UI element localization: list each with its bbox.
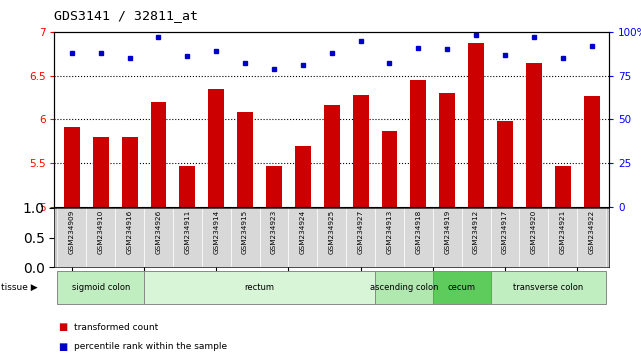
Bar bbox=[237, 113, 253, 207]
Bar bbox=[375, 208, 404, 267]
Text: GSM234913: GSM234913 bbox=[387, 210, 392, 254]
Text: GSM234914: GSM234914 bbox=[213, 210, 219, 254]
Bar bbox=[64, 127, 79, 207]
Bar bbox=[144, 208, 173, 267]
Bar bbox=[555, 166, 570, 207]
Bar bbox=[295, 146, 311, 207]
Bar bbox=[151, 102, 167, 207]
Text: GSM234920: GSM234920 bbox=[531, 210, 537, 254]
Text: GSM234909: GSM234909 bbox=[69, 210, 75, 254]
Text: GSM234915: GSM234915 bbox=[242, 210, 248, 254]
Bar bbox=[490, 271, 606, 304]
Text: transverse colon: transverse colon bbox=[513, 283, 583, 292]
Text: GSM234925: GSM234925 bbox=[329, 210, 335, 254]
Bar bbox=[519, 208, 548, 267]
Bar bbox=[266, 166, 282, 207]
Text: GSM234919: GSM234919 bbox=[444, 210, 450, 254]
Text: sigmoid colon: sigmoid colon bbox=[72, 283, 130, 292]
Bar bbox=[410, 80, 426, 207]
Bar bbox=[381, 131, 397, 207]
Bar bbox=[324, 104, 340, 207]
Bar bbox=[433, 271, 490, 304]
Text: rectum: rectum bbox=[244, 283, 274, 292]
Bar bbox=[58, 271, 144, 304]
Text: ■: ■ bbox=[58, 342, 67, 352]
Bar bbox=[526, 63, 542, 207]
Text: GSM234923: GSM234923 bbox=[271, 210, 277, 254]
Text: percentile rank within the sample: percentile rank within the sample bbox=[74, 342, 227, 352]
Bar bbox=[122, 137, 138, 207]
Bar bbox=[115, 208, 144, 267]
Text: tissue ▶: tissue ▶ bbox=[1, 283, 38, 292]
Bar bbox=[433, 208, 462, 267]
Text: GSM234910: GSM234910 bbox=[97, 210, 104, 254]
Bar bbox=[144, 271, 375, 304]
Bar bbox=[468, 43, 484, 207]
Text: cecum: cecum bbox=[447, 283, 476, 292]
Bar bbox=[346, 208, 375, 267]
Text: GSM234916: GSM234916 bbox=[126, 210, 133, 254]
Bar bbox=[260, 208, 288, 267]
Bar bbox=[375, 271, 433, 304]
Bar bbox=[439, 93, 455, 207]
Text: GSM234924: GSM234924 bbox=[300, 210, 306, 254]
Bar bbox=[497, 121, 513, 207]
Bar bbox=[179, 166, 196, 207]
Bar bbox=[490, 208, 519, 267]
Bar bbox=[208, 89, 224, 207]
Text: GSM234911: GSM234911 bbox=[185, 210, 190, 254]
Bar bbox=[584, 96, 599, 207]
Bar bbox=[317, 208, 346, 267]
Text: ■: ■ bbox=[58, 322, 67, 332]
Bar bbox=[173, 208, 202, 267]
Bar bbox=[231, 208, 260, 267]
Bar bbox=[353, 95, 369, 207]
Text: GSM234912: GSM234912 bbox=[473, 210, 479, 254]
Text: ascending colon: ascending colon bbox=[370, 283, 438, 292]
Text: GSM234918: GSM234918 bbox=[415, 210, 421, 254]
Text: transformed count: transformed count bbox=[74, 323, 158, 332]
Bar bbox=[462, 208, 490, 267]
Bar bbox=[58, 208, 87, 267]
Bar bbox=[288, 208, 317, 267]
Text: GSM234922: GSM234922 bbox=[588, 210, 595, 254]
Text: GDS3141 / 32811_at: GDS3141 / 32811_at bbox=[54, 9, 199, 22]
Bar bbox=[577, 208, 606, 267]
Bar bbox=[202, 208, 231, 267]
Bar bbox=[87, 208, 115, 267]
Text: GSM234921: GSM234921 bbox=[560, 210, 566, 254]
Text: GSM234917: GSM234917 bbox=[502, 210, 508, 254]
Bar bbox=[93, 137, 108, 207]
Bar bbox=[404, 208, 433, 267]
Text: GSM234926: GSM234926 bbox=[156, 210, 162, 254]
Bar bbox=[548, 208, 577, 267]
Text: GSM234927: GSM234927 bbox=[358, 210, 363, 254]
